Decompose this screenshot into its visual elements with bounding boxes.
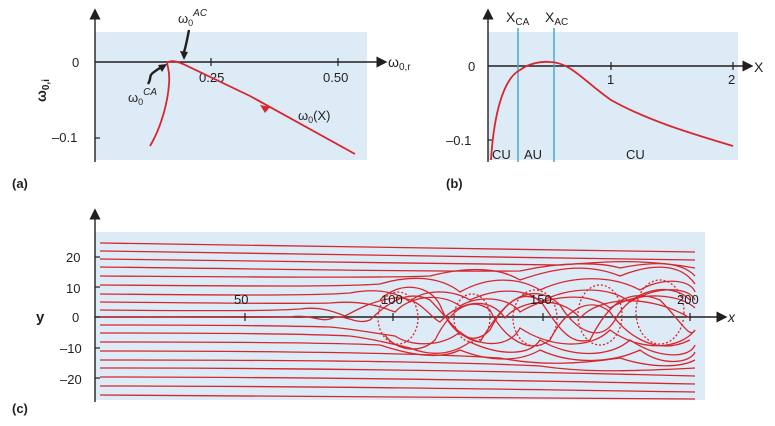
panel-b-label: (b) (446, 176, 463, 191)
panel-a-label: (a) (12, 176, 28, 191)
panel-a-y-axis-label: ω0,i (33, 79, 52, 102)
panel-b: (b) X 0 –0.1 1 2 XCA XAC CU AU CU (446, 8, 764, 191)
panel-c-y-tick-minus-20: –20 (60, 372, 82, 387)
panel-b-x-tick-2: 2 (728, 72, 735, 87)
panel-c-y-tick-10: 10 (66, 281, 80, 296)
panel-a-background (95, 32, 367, 160)
panel-c-y-tick-0: 0 (72, 310, 79, 325)
panel-c-x-tick-200: 200 (677, 292, 699, 307)
vortex-cores-dotted (377, 279, 685, 347)
panel-b-y-tick-minus-0-1: –0.1 (446, 133, 471, 148)
panel-c-x-tick-50: 50 (234, 292, 248, 307)
panel-c-y-axis-label: y (36, 309, 45, 326)
omega0i-vs-x-curve (490, 60, 734, 161)
region-au: AU (524, 147, 542, 162)
panel-c-x-axis-label: x (727, 309, 736, 325)
panel-c-x-tick-100: 100 (381, 292, 403, 307)
panel-b-y-tick-0: 0 (468, 59, 475, 74)
ca-arrow (146, 66, 161, 85)
region-cu-left: CU (492, 147, 511, 162)
panel-c-label: (c) (12, 401, 28, 416)
panel-a-y-tick-0: 0 (72, 55, 79, 70)
region-cu-right: CU (626, 147, 645, 162)
panel-a-x-axis-label: ω0,r (388, 54, 411, 73)
boundary-xac-label: XAC (545, 9, 568, 28)
panel-c-y-tick-minus-10: –10 (60, 341, 82, 356)
annotation-omega0-ac: ω0AC (178, 8, 208, 28)
panel-c-y-tick-20: 20 (66, 250, 80, 265)
panel-b-x-axis-label: X (754, 59, 764, 75)
panel-c: (c) y x 20 10 0 –10 –20 50 100 150 200 (12, 208, 736, 416)
panel-a: (a) ω0,i ω0,r 0 –0.1 0.25 0.50 ω0AC ω0CA… (12, 8, 411, 191)
panel-c-x-tick-150: 150 (530, 292, 552, 307)
panel-b-background (488, 32, 738, 160)
ac-arrow (182, 29, 191, 53)
omega0-curve (149, 60, 356, 155)
panel-a-y-tick-minus-0-1: –0.1 (52, 130, 77, 145)
curve-label-omega0-x: ω0(X) (298, 108, 331, 125)
curve-direction-arrow (260, 105, 270, 113)
panel-a-x-tick-0-50: 0.50 (323, 70, 348, 85)
boundary-xca-label: XCA (506, 9, 530, 28)
panel-b-x-tick-1: 1 (607, 72, 614, 87)
